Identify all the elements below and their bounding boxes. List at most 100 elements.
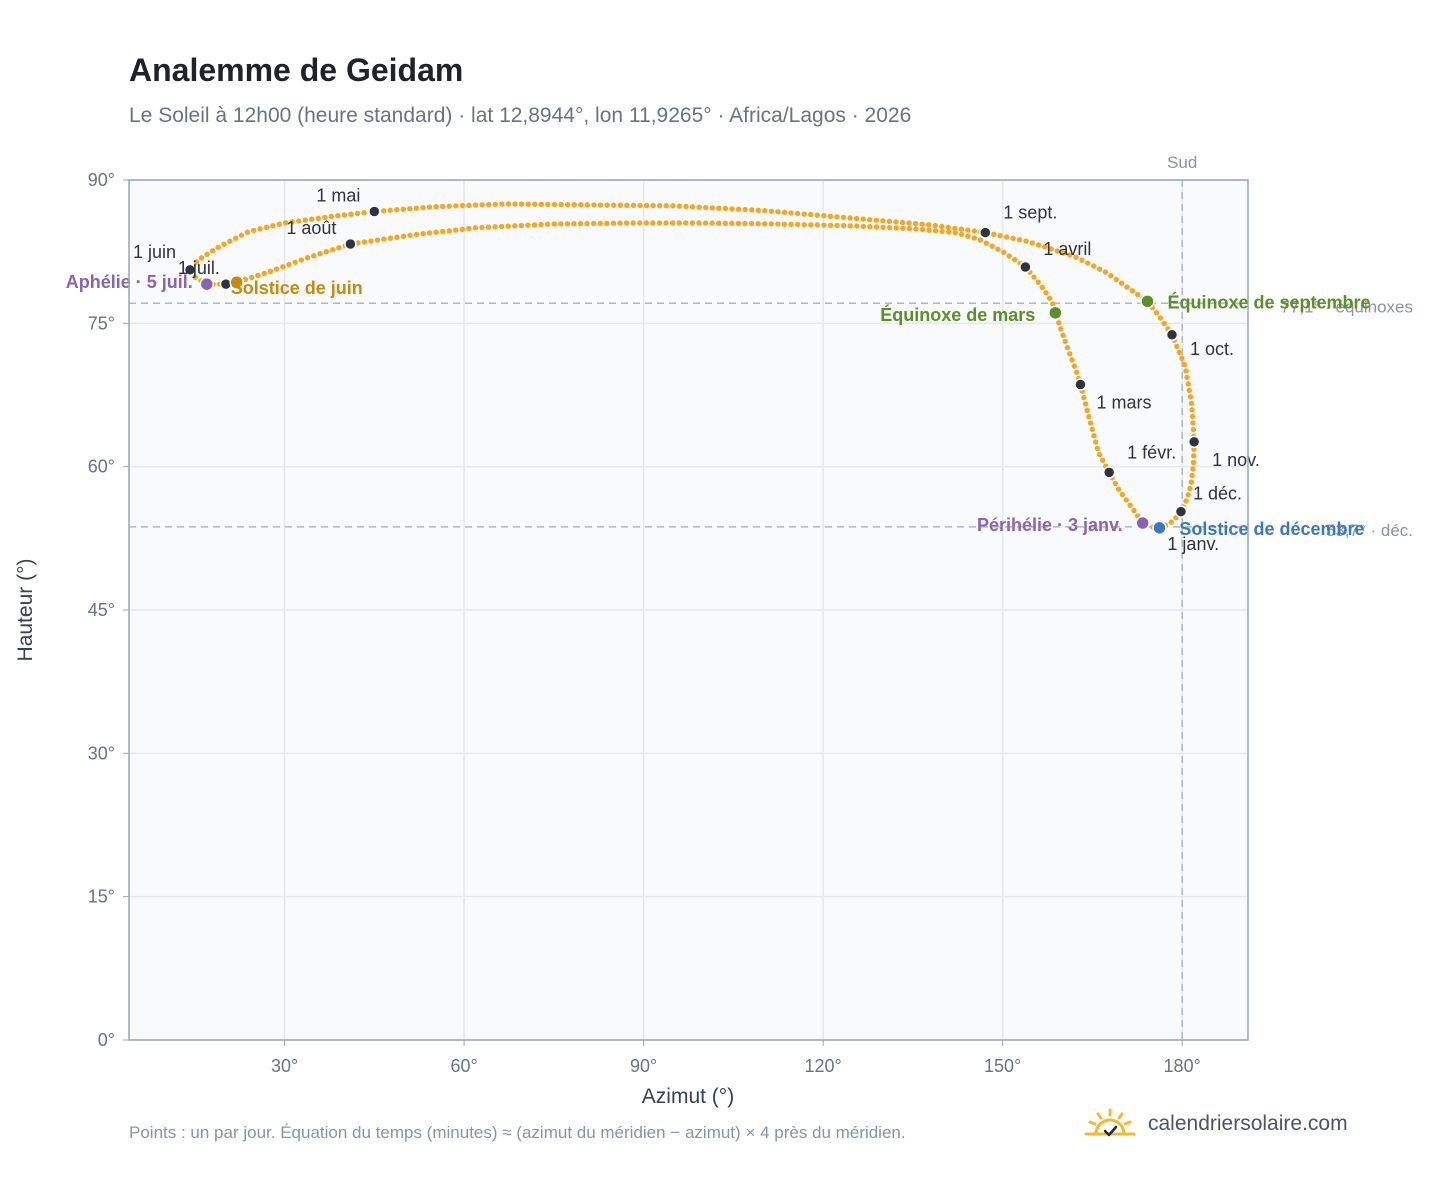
series-point xyxy=(794,221,801,228)
series-point xyxy=(995,246,1001,252)
event-marker xyxy=(1048,305,1063,321)
series-point xyxy=(584,220,590,227)
series-point xyxy=(821,213,827,219)
series-point xyxy=(899,219,906,226)
series-point xyxy=(439,228,446,235)
series-point xyxy=(1091,433,1097,439)
series-point xyxy=(834,222,840,229)
series-point xyxy=(453,203,459,209)
series-point xyxy=(886,224,893,231)
series-point xyxy=(453,227,459,233)
series-point xyxy=(1129,288,1136,294)
series-point xyxy=(328,213,335,220)
series-point xyxy=(238,232,245,238)
x-axis-label: Azimut (°) xyxy=(642,1085,734,1108)
series-point xyxy=(263,224,270,231)
series-point xyxy=(788,210,794,216)
series-point xyxy=(610,220,617,226)
series-point xyxy=(781,221,788,227)
series-point xyxy=(696,220,702,226)
series-point xyxy=(794,210,801,217)
series-point xyxy=(983,240,989,246)
series-point xyxy=(492,201,498,208)
series-point xyxy=(912,220,919,227)
series-point xyxy=(781,209,788,216)
series-point xyxy=(459,226,466,233)
series-point xyxy=(1062,338,1068,345)
series-point xyxy=(413,205,420,211)
series-point xyxy=(814,212,820,218)
series-point xyxy=(965,227,971,233)
series-point xyxy=(1060,250,1067,256)
series-point xyxy=(538,201,545,208)
series-point xyxy=(630,220,636,226)
series-point xyxy=(518,222,525,229)
series-point xyxy=(525,222,531,228)
series-point xyxy=(801,211,807,217)
series-point xyxy=(267,268,274,274)
series-point xyxy=(1189,413,1196,420)
series-point xyxy=(336,245,342,251)
series-point xyxy=(571,221,577,227)
series-point xyxy=(604,220,610,227)
series-point xyxy=(394,234,400,240)
series-point xyxy=(958,231,965,238)
series-point xyxy=(1094,445,1101,452)
series-point xyxy=(251,227,257,234)
series-point xyxy=(1108,272,1114,279)
series-point xyxy=(1023,238,1029,244)
series-point xyxy=(860,223,867,230)
series-point xyxy=(1039,284,1046,291)
series-point xyxy=(1089,426,1095,433)
series-point xyxy=(1067,351,1073,357)
series-point xyxy=(1190,426,1197,433)
series-point xyxy=(1029,240,1035,246)
month-marker-label: 1 févr. xyxy=(1127,442,1176,462)
series-point xyxy=(280,264,286,270)
series-point xyxy=(840,214,847,221)
series-point xyxy=(637,202,643,209)
series-point xyxy=(742,206,748,213)
y-tick-label: 60° xyxy=(88,457,115,477)
series-point xyxy=(479,224,485,231)
series-point xyxy=(532,201,538,207)
x-tick-label: 120° xyxy=(805,1056,842,1076)
series-point xyxy=(880,218,886,224)
series-point xyxy=(1118,280,1125,286)
series-point xyxy=(387,207,393,213)
series-point xyxy=(971,235,977,241)
month-marker-label: 1 juin xyxy=(133,242,176,262)
series-point xyxy=(1003,234,1010,240)
series-point xyxy=(420,231,426,237)
series-point xyxy=(683,203,689,210)
series-point xyxy=(663,203,670,209)
series-point xyxy=(257,226,263,232)
series-point xyxy=(394,207,400,213)
series-point xyxy=(192,274,199,280)
series-point xyxy=(1082,401,1089,407)
series-point xyxy=(1157,315,1164,321)
series-point xyxy=(1127,502,1133,508)
series-point xyxy=(1189,472,1195,479)
series-point xyxy=(1054,248,1061,254)
series-point xyxy=(749,207,755,213)
series-point xyxy=(827,222,834,229)
axis-ticks: 30° 60° 90° 120° 150° 180° 0° 15° 30° 45° 60° 75° 90… xyxy=(88,170,1201,1076)
chart-footnote: Points : un par jour. Équation du temps … xyxy=(129,1123,906,1142)
series-point xyxy=(1190,420,1196,426)
series-point xyxy=(512,201,518,207)
event-marker-label: Solstice de juin xyxy=(231,278,363,298)
x-tick-label: 150° xyxy=(984,1056,1021,1076)
series-point xyxy=(1087,420,1094,426)
series-point xyxy=(610,202,617,208)
series-point xyxy=(1011,257,1018,263)
series-point xyxy=(538,221,544,228)
series-point xyxy=(564,201,571,208)
series-point xyxy=(860,216,866,222)
series-point xyxy=(255,272,261,279)
series-point xyxy=(1179,355,1185,362)
month-marker xyxy=(368,205,381,218)
series-point xyxy=(270,223,276,229)
series-point xyxy=(867,223,873,230)
series-point xyxy=(1119,491,1126,498)
